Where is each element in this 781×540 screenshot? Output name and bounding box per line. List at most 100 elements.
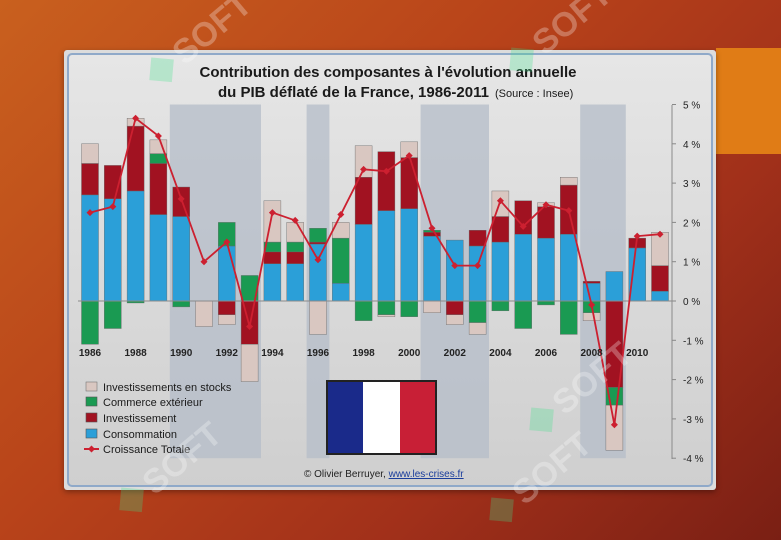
- growth-point-2000: [405, 152, 413, 160]
- legend-swatch-croissance-marker: [88, 445, 95, 453]
- growth-point-1998: [360, 165, 368, 173]
- x-tick-2010: 2010: [626, 348, 649, 359]
- growth-point-2004: [496, 197, 504, 205]
- growth-line: [89, 116, 661, 425]
- bar-consommation-1988: [126, 190, 145, 302]
- bar-consommation-1996: [309, 243, 327, 302]
- bar-commerce-1987: [104, 300, 122, 329]
- legend-swatch-consommation: [85, 428, 98, 439]
- bar-investissement-2000: [400, 157, 418, 209]
- french-flag-image: [326, 380, 437, 455]
- growth-point-1986: [86, 209, 94, 217]
- bar-commerce-1999: [377, 300, 396, 315]
- bar-stocks-2003: [468, 322, 487, 335]
- y-tick--4: -4 %: [683, 454, 704, 465]
- bar-stocks-2007: [560, 177, 578, 186]
- bar-consommation-2009: [605, 271, 624, 302]
- chart-title-line1: Contribution des composantes à l'évoluti…: [200, 64, 577, 81]
- bar-commerce-1992: [218, 222, 236, 247]
- y-tick--2: -2 %: [683, 376, 704, 387]
- bar-stocks-1999: [377, 314, 396, 317]
- growth-point-1994: [268, 209, 276, 217]
- bar-consommation-2001: [423, 235, 441, 302]
- bar-stocks-1986: [81, 143, 99, 164]
- growth-point-1996: [314, 256, 322, 264]
- growth-point-2010: [633, 232, 641, 240]
- bar-commerce-2006: [537, 300, 555, 306]
- y-tick-5: 5 %: [683, 101, 700, 112]
- bar-consommation-2008: [582, 283, 601, 302]
- growth-point-1997: [337, 211, 345, 219]
- watermark-logo-icon: [489, 497, 514, 523]
- y-tick-4: 4 %: [683, 140, 700, 151]
- source-note: (Source : Insee): [495, 88, 573, 100]
- bar-investissement-2002: [446, 300, 464, 315]
- x-tick-1994: 1994: [261, 348, 284, 359]
- bar-consommation-2006: [537, 237, 555, 302]
- bar-commerce-1996: [309, 228, 327, 243]
- recession-shading: [169, 104, 626, 459]
- legend-swatch-stocks: [85, 381, 98, 392]
- bar-consommation-2000: [400, 208, 418, 302]
- growth-point-2006: [542, 201, 550, 209]
- y-tick-2: 2 %: [683, 218, 700, 229]
- watermark-logo-icon: [119, 487, 144, 513]
- y-tick-labels: 5 % 4 % 3 % 2 % 1 % 0 % -1 % -2 % -3 % -4 %: [672, 101, 704, 465]
- x-tick-1988: 1988: [124, 348, 147, 359]
- bar-commerce-1998: [354, 300, 373, 321]
- bar-investissement-1999: [377, 151, 396, 211]
- growth-point-1990: [177, 195, 185, 203]
- growth-point-1991: [200, 258, 208, 266]
- credit-link[interactable]: www.les-crises.fr: [388, 469, 465, 480]
- watermark-logo-icon: [149, 57, 174, 83]
- bar-consommation-2003: [468, 245, 487, 302]
- bar-investissement-1994: [263, 251, 282, 264]
- x-tick-1998: 1998: [352, 348, 375, 359]
- x-tick-2008: 2008: [580, 348, 603, 359]
- bar-consommation-2002: [446, 239, 464, 302]
- flag-blue-band: [328, 382, 363, 453]
- bar-consommation-2005: [514, 233, 532, 302]
- growth-point-1995: [291, 216, 299, 224]
- legend-label-consommation: Consommation: [103, 429, 177, 441]
- growth-point-2009: [610, 421, 618, 429]
- bar-consommation-2004: [491, 241, 510, 302]
- x-tick-labels: 1986 1988 1990 1992 1994 1996 1998 2000 2002 2004…: [79, 348, 649, 359]
- y-tick--1: -1 %: [683, 336, 704, 347]
- growth-point-2002: [451, 262, 459, 270]
- bar-stocks-1996: [309, 300, 327, 335]
- growth-point-1993: [246, 323, 254, 331]
- bar-investissement-1998: [354, 177, 373, 225]
- legend-label-commerce: Commerce extérieur: [103, 397, 203, 409]
- bar-investissement-2008: [582, 281, 601, 284]
- growth-point-1988: [132, 114, 140, 122]
- x-tick-1992: 1992: [216, 348, 239, 359]
- flag-red-band: [400, 382, 435, 453]
- bar-investissement-2001: [423, 232, 441, 237]
- growth-point-2011: [656, 230, 664, 238]
- bar-commerce-1990: [172, 300, 190, 308]
- bar-stocks-1991: [195, 300, 213, 327]
- growth-point-1987: [109, 203, 117, 211]
- growth-point-1992: [223, 238, 231, 246]
- legend-label-croissance: Croissance Totale: [103, 444, 190, 456]
- legend-swatch-investissement: [85, 412, 98, 423]
- growth-point-1999: [382, 167, 390, 175]
- bar-investissement-1996: [309, 241, 327, 245]
- bar-investissement-1995: [286, 251, 304, 264]
- bar-investissement-1992: [218, 300, 236, 315]
- orange-accent-block: [716, 48, 781, 154]
- bar-commerce-1989: [149, 153, 168, 164]
- bar-commerce-1997: [332, 237, 350, 284]
- bar-consommation-1995: [286, 263, 304, 302]
- x-tick-1986: 1986: [79, 348, 102, 359]
- credit-prefix: © Olivier Berruyer,: [304, 469, 389, 480]
- bar-commerce-1995: [286, 241, 304, 253]
- bar-consommation-1990: [172, 216, 190, 302]
- bar-stocks-1993: [240, 344, 259, 382]
- y-tick-0: 0 %: [683, 297, 700, 308]
- x-tick-2006: 2006: [535, 348, 558, 359]
- credit-text: © Olivier Berruyer, www.les-crises.fr: [304, 469, 464, 480]
- growth-point-2001: [428, 224, 436, 232]
- chart-title-line2: du PIB déflaté de la France, 1986-2011 (S…: [218, 84, 573, 101]
